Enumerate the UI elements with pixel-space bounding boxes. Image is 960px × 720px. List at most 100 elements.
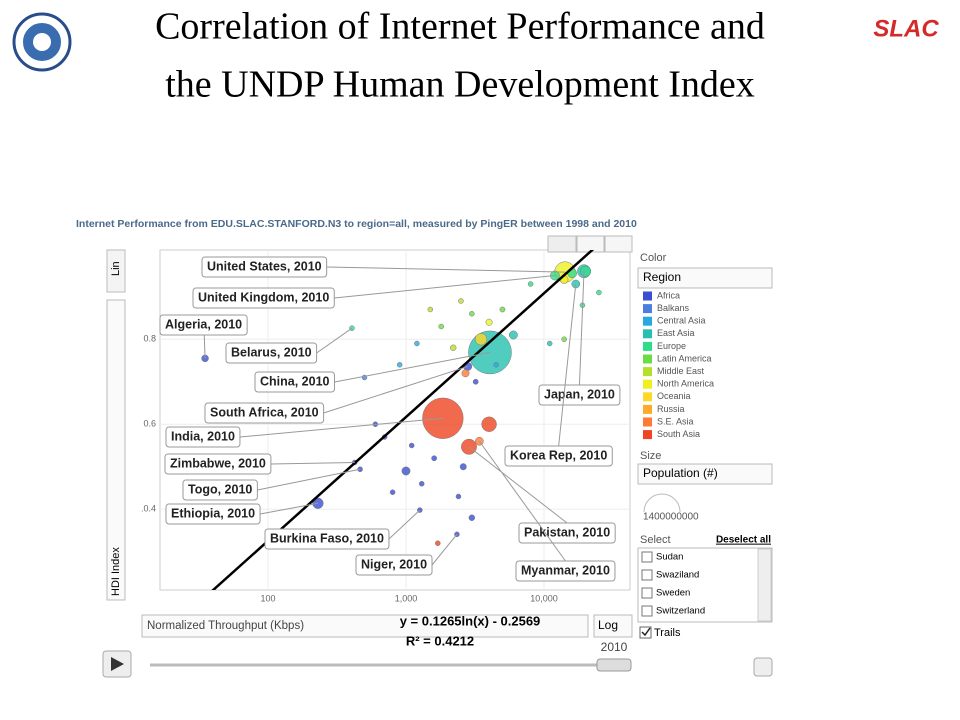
legend-label: East Asia <box>657 328 695 338</box>
bubble <box>450 344 457 351</box>
y-axis-dropdown[interactable] <box>106 299 126 601</box>
bubble <box>396 362 403 368</box>
callout-box <box>192 287 335 309</box>
callout-label: Burkina Faso, 2010 <box>270 531 384 545</box>
callout-leader <box>468 446 568 524</box>
callout-box <box>201 256 328 278</box>
callout-box <box>165 426 241 448</box>
legend-swatch <box>643 304 652 314</box>
bubble <box>481 416 497 432</box>
bubble <box>435 540 441 546</box>
legend-label: Africa <box>657 290 680 300</box>
bubble <box>580 265 592 277</box>
color-by: Region <box>643 270 681 284</box>
callout-leader <box>334 275 555 299</box>
trend-r2: R² = 0.4212 <box>406 633 474 648</box>
bubble <box>401 466 411 476</box>
view-tabs[interactable] <box>547 235 633 253</box>
size-dropdown[interactable] <box>637 463 773 485</box>
callout-box <box>504 445 613 467</box>
size-label: Size <box>640 450 661 462</box>
callout-leader <box>558 283 577 447</box>
x-scale-dropdown[interactable] <box>593 614 633 638</box>
x-axis-dropdown[interactable] <box>141 614 589 638</box>
legend-swatch <box>643 367 652 377</box>
bubble <box>414 340 420 347</box>
bubble <box>458 298 464 304</box>
scrollbar[interactable] <box>757 548 772 622</box>
select-checkbox[interactable] <box>641 551 653 563</box>
x-axis-label: Normalized Throughput (Kbps) <box>147 620 304 632</box>
bubble <box>546 340 553 347</box>
callout-leader <box>326 266 566 273</box>
bubble <box>389 489 396 495</box>
bubble <box>468 514 476 521</box>
callout-label: Algeria, 2010 <box>165 317 242 331</box>
callout-leader <box>323 365 468 414</box>
callout-label: Pakistan, 2010 <box>524 525 610 539</box>
legend-swatch <box>643 417 652 427</box>
x-tick-label: 10,000 <box>530 593 558 603</box>
bubble <box>499 306 506 313</box>
select-checkbox[interactable] <box>641 587 653 599</box>
callout-label: Myanmar, 2010 <box>521 563 610 577</box>
legend-swatch <box>643 404 652 414</box>
legend-swatch <box>643 392 652 402</box>
trend-equation: y = 0.1265ln(x) - 0.2569 <box>400 613 541 628</box>
legend-label: Oceania <box>657 391 691 401</box>
select-item: Sweden <box>656 588 690 599</box>
callout-leader <box>316 327 353 354</box>
trails-checkbox[interactable] <box>639 626 652 639</box>
bubble <box>472 378 479 385</box>
legend-swatch <box>643 379 652 389</box>
year-label: 2010 <box>601 640 628 654</box>
callout-label: India, 2010 <box>171 429 235 443</box>
y-tick-label: .0.4 <box>141 504 156 514</box>
trend-line <box>211 250 595 590</box>
settings-button[interactable] <box>753 657 773 677</box>
legend-swatch <box>643 316 652 326</box>
size-by: Population (#) <box>643 466 718 480</box>
legend-label: Middle East <box>657 366 705 376</box>
legend-swatch <box>643 291 652 301</box>
y-axis-label: HDI Index <box>110 547 122 596</box>
bubble <box>418 481 425 487</box>
chart-header: Internet Performance from EDU.SLAC.STANF… <box>76 218 637 230</box>
x-tick-label: 1,000 <box>395 593 418 603</box>
y-tick-label: 0.8 <box>143 334 156 344</box>
legend-label: Europe <box>657 341 686 351</box>
callout-label: Japan, 2010 <box>544 387 615 401</box>
bubble <box>461 369 470 378</box>
select-item: Switzerland <box>656 606 705 617</box>
slider-thumb[interactable] <box>596 658 632 672</box>
bubble <box>469 311 475 317</box>
legend-label: Russia <box>657 404 685 414</box>
callout-box <box>165 503 261 525</box>
legend-label: Latin America <box>657 353 712 363</box>
x-tick-label: 100 <box>260 593 275 603</box>
legend-label: North America <box>657 379 714 389</box>
callout-leader <box>578 271 585 386</box>
legend-label: Balkans <box>657 303 690 313</box>
deselect-all[interactable]: Deselect all <box>716 535 771 546</box>
play-button[interactable] <box>102 650 132 678</box>
bubble <box>493 362 499 368</box>
legend-swatch <box>643 341 652 351</box>
select-checkbox[interactable] <box>641 605 653 617</box>
callout-box <box>254 371 335 393</box>
bubble <box>485 318 493 326</box>
callout-box <box>518 522 616 544</box>
y-scale-dropdown[interactable] <box>106 249 126 293</box>
slac-logo: SLAC <box>873 15 939 42</box>
callout-box <box>515 560 616 582</box>
callout-label: United States, 2010 <box>207 259 322 273</box>
legend-swatch <box>643 329 652 339</box>
legend-swatch <box>643 354 652 364</box>
slide-title: Correlation of Internet Performance and <box>155 6 765 48</box>
color-dropdown[interactable] <box>637 267 773 289</box>
size-gauge <box>643 493 681 513</box>
callout-box <box>204 402 325 424</box>
callout-leader <box>259 502 318 515</box>
select-checkbox[interactable] <box>641 569 653 581</box>
